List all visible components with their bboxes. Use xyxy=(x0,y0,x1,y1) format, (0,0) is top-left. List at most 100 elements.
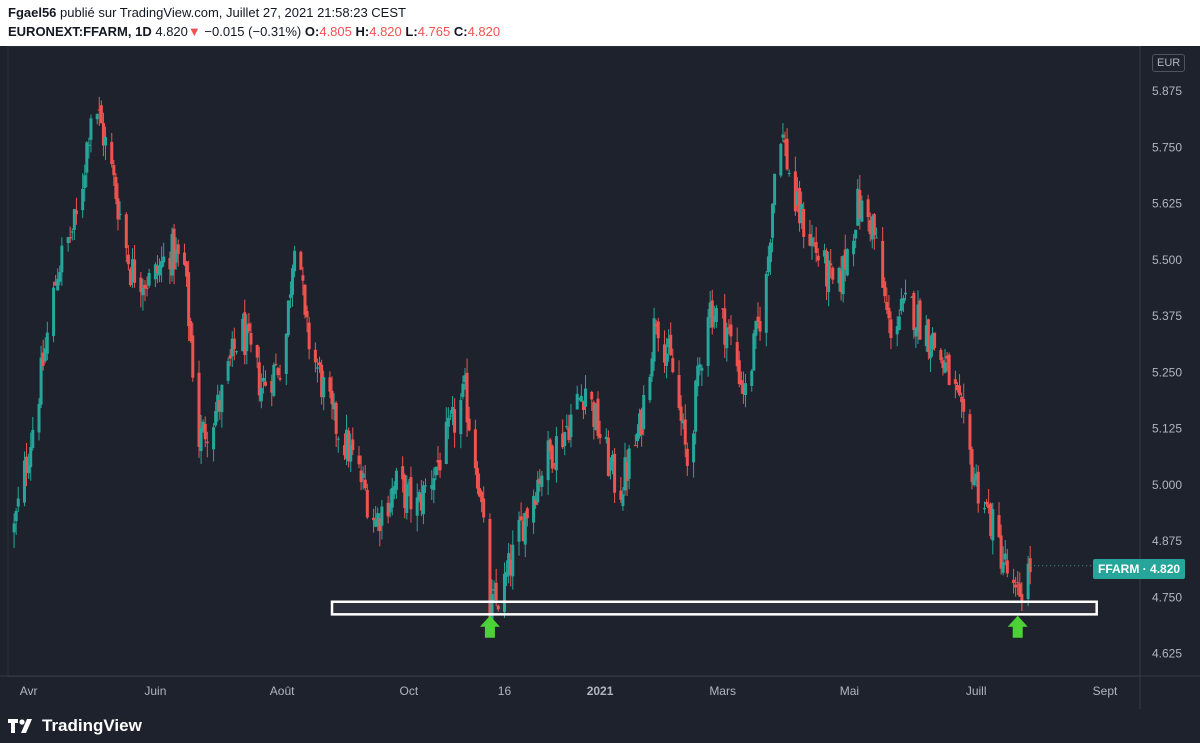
close-value: 4.820 xyxy=(467,24,501,39)
candle-body xyxy=(12,523,16,533)
candle-body xyxy=(735,342,739,367)
currency-label[interactable]: EUR xyxy=(1152,54,1186,72)
candle-body xyxy=(293,250,297,272)
candle-body xyxy=(270,381,274,393)
candle-body xyxy=(858,190,862,219)
candle-body xyxy=(870,216,874,240)
y-tick-label: 4.625 xyxy=(1152,647,1182,661)
candle-body xyxy=(837,267,841,284)
candle-body xyxy=(430,485,434,489)
candle-body xyxy=(816,255,820,261)
tradingview-logo[interactable]: TradingView xyxy=(8,714,142,738)
candle-body xyxy=(112,164,116,176)
candle-body xyxy=(97,109,101,111)
chart-area[interactable]: 5.875 5.750 5.625 5.500 5.375 5.250 5.125 5.000… xyxy=(0,46,1200,709)
candle-body xyxy=(216,394,220,412)
candle-body xyxy=(968,414,972,450)
candle-body xyxy=(1028,558,1032,573)
candle-body xyxy=(243,312,247,356)
candle-body xyxy=(613,453,617,493)
candle-body xyxy=(910,296,914,298)
candle-body xyxy=(478,488,482,497)
candle-body xyxy=(885,301,889,310)
candle-body xyxy=(727,327,731,329)
candle-body xyxy=(960,396,964,403)
candle-body xyxy=(475,467,479,489)
candle-body xyxy=(827,260,831,293)
candle-body xyxy=(332,402,336,410)
candle-body xyxy=(66,237,70,243)
candle-body xyxy=(798,187,802,224)
candle-body xyxy=(729,324,733,337)
candle-body xyxy=(25,456,29,473)
candle-body xyxy=(627,448,631,479)
candle-body xyxy=(540,475,544,487)
candle-body xyxy=(438,460,442,471)
candle-body xyxy=(432,478,436,491)
candle-body xyxy=(683,419,687,445)
publish-line: Fgael56 publié sur TradingView.com, Juil… xyxy=(8,5,406,20)
candle-body xyxy=(72,209,76,230)
candle-body xyxy=(712,315,716,322)
candle-body xyxy=(723,308,727,345)
candle-body xyxy=(768,242,772,262)
candle-body xyxy=(448,415,452,417)
candle-body xyxy=(943,362,947,373)
candle-body xyxy=(174,249,178,263)
x-tick-label: Juin xyxy=(144,684,166,698)
candle-body xyxy=(60,245,64,273)
candle-body xyxy=(696,365,700,387)
candle-body xyxy=(305,311,309,318)
candle-body xyxy=(372,517,376,521)
candle-body xyxy=(417,492,421,501)
candle-body xyxy=(162,256,166,263)
candlestick-chart[interactable]: 5.875 5.750 5.625 5.500 5.375 5.250 5.125 5.000… xyxy=(0,46,1200,709)
candle-body xyxy=(419,494,423,511)
candle-body xyxy=(43,348,47,362)
candle-body xyxy=(187,272,191,327)
candle-body xyxy=(779,143,783,176)
candle-body xyxy=(230,338,234,357)
candle-body xyxy=(247,323,251,332)
candle-body xyxy=(386,502,390,517)
candle-body xyxy=(904,292,908,295)
candle-body xyxy=(764,273,768,333)
candle-body xyxy=(594,403,598,431)
candle-body xyxy=(787,172,791,174)
candle-body xyxy=(133,259,137,283)
candle-body xyxy=(793,171,797,212)
candle-body xyxy=(288,294,292,298)
candle-body xyxy=(490,593,494,623)
author-name[interactable]: Fgael56 xyxy=(8,5,57,20)
candle-body xyxy=(95,113,99,120)
low-label: L: xyxy=(405,24,418,39)
candle-body xyxy=(766,256,770,273)
candle-body xyxy=(424,485,428,487)
candle-body xyxy=(264,381,268,386)
candle-body xyxy=(365,489,369,518)
candle-body xyxy=(750,370,754,386)
candle-body xyxy=(176,244,180,255)
x-tick-label: Mars xyxy=(709,684,736,698)
candle-body xyxy=(523,513,527,545)
candle-body xyxy=(829,263,833,266)
candle-body xyxy=(781,134,785,138)
down-arrow-icon: ▼ xyxy=(187,24,201,39)
candle-body xyxy=(897,316,901,330)
candle-body xyxy=(783,140,787,143)
candle-body xyxy=(648,377,652,401)
candle-body xyxy=(54,281,58,286)
candle-body xyxy=(116,198,120,220)
candle-body xyxy=(563,432,567,446)
candle-body xyxy=(249,333,253,345)
candle-body xyxy=(203,423,207,440)
candle-body xyxy=(924,325,928,347)
symbol-label[interactable]: EURONEXT:FFARM, 1D xyxy=(8,24,152,39)
candle-body xyxy=(359,470,363,483)
candle-body xyxy=(118,214,122,216)
candle-body xyxy=(581,401,585,411)
candle-body xyxy=(349,445,353,462)
y-tick-label: 4.875 xyxy=(1152,534,1182,548)
candle-body xyxy=(1003,553,1007,560)
candle-body xyxy=(519,516,523,521)
